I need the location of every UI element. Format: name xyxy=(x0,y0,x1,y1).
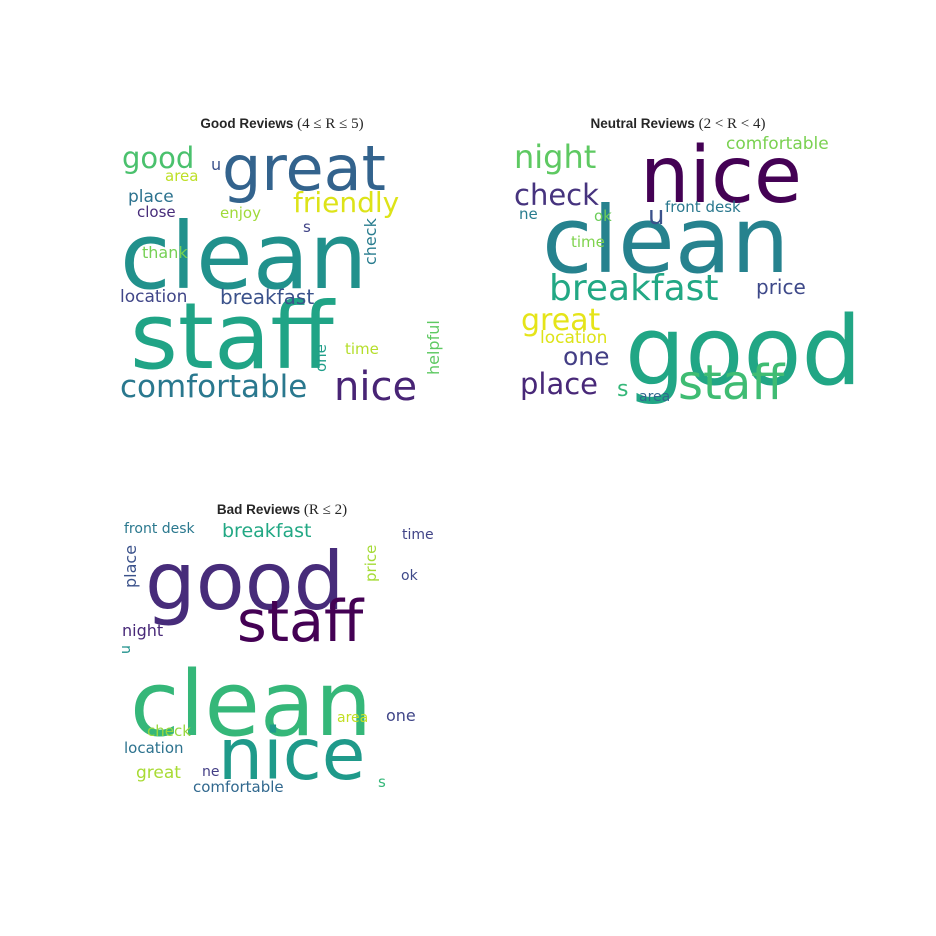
bad-word-ok: ok xyxy=(401,568,419,584)
bad-reviews-title: Bad Reviews (R ≤ 2) xyxy=(217,502,347,519)
good-word-staff: staff xyxy=(130,283,336,390)
good-word-check: check xyxy=(361,217,380,265)
good-word-comfortable: comfortable xyxy=(120,369,307,405)
bad-word-ne: ne xyxy=(202,764,220,780)
good-word-one: one xyxy=(312,344,330,372)
neutral-word-place: place xyxy=(520,367,598,401)
neutral-word-time: time xyxy=(571,233,605,251)
good-word-friendly: friendly xyxy=(293,186,399,219)
good-word-nice: nice xyxy=(334,364,417,410)
bad-word-good: good xyxy=(145,535,344,628)
bad-word-nice: nice xyxy=(218,713,365,796)
bad-word-breakfast: breakfast xyxy=(222,520,311,542)
neutral-word-great: great xyxy=(521,303,601,338)
good-word-u: u xyxy=(211,155,221,174)
good-word-enjoy: enjoy xyxy=(220,204,261,222)
bad-word-front-desk: front desk xyxy=(124,521,196,537)
bad-reviews-title-text: Bad Reviews xyxy=(216,502,301,517)
bad-word-one: one xyxy=(386,706,416,725)
bad-reviews-title-math: (R ≤ 2) xyxy=(303,502,348,518)
good-reviews-title: Good Reviews (4 ≤ R ≤ 5) xyxy=(200,116,363,133)
good-word-thank: thank xyxy=(142,243,188,262)
good-word-breakfast: breakfast xyxy=(220,285,314,309)
bad-word-place: place xyxy=(121,545,140,588)
bad-word-staff: staff xyxy=(237,589,365,655)
bad-word-u: u xyxy=(118,645,134,654)
bad-word-s: s xyxy=(378,773,386,791)
bad-word-night: night xyxy=(122,621,163,640)
neutral-word-s: s xyxy=(617,377,628,402)
neutral-word-ne: ne xyxy=(519,205,538,223)
good-word-close: close xyxy=(137,203,176,221)
bad-word-area: area xyxy=(337,710,368,726)
bad-word-time: time xyxy=(402,527,434,543)
neutral-word-night: night xyxy=(514,138,596,176)
good-word-area: area xyxy=(165,167,198,185)
neutral-word-u: u xyxy=(648,201,664,231)
neutral-word-comfortable: comfortable xyxy=(726,134,829,154)
good-word-good: good xyxy=(122,141,194,175)
good-word-location: location xyxy=(120,287,187,307)
neutral-reviews-title: Neutral Reviews (2 < R < 4) xyxy=(591,116,766,133)
neutral-reviews-title-math: (2 < R < 4) xyxy=(698,116,766,132)
bad-word-great: great xyxy=(136,763,181,783)
neutral-word-nice: nice xyxy=(640,131,802,221)
neutral-word-area: area xyxy=(639,389,670,405)
good-word-clean: clean xyxy=(120,203,367,310)
neutral-word-clean: clean xyxy=(542,187,789,294)
neutral-word-good: good xyxy=(625,297,862,407)
neutral-word-staff: staff xyxy=(678,355,785,411)
good-reviews-title-text: Good Reviews xyxy=(200,116,294,131)
neutral-word-price: price xyxy=(756,275,806,299)
bad-word-comfortable: comfortable xyxy=(193,778,284,796)
good-word-time: time xyxy=(345,340,379,358)
neutral-word-ok: ok xyxy=(594,207,612,225)
neutral-word-one: one xyxy=(563,342,610,371)
good-word-s: s xyxy=(303,218,311,236)
bad-word-location: location xyxy=(124,739,184,757)
neutral-word-check: check xyxy=(514,178,599,212)
neutral-word-location: location xyxy=(540,328,607,348)
good-word-place: place xyxy=(128,187,174,207)
neutral-word-front-desk: front desk xyxy=(665,198,741,216)
neutral-reviews-title-text: Neutral Reviews xyxy=(590,116,695,131)
bad-word-clean: clean xyxy=(130,652,372,757)
good-word-helpful: helpful xyxy=(424,320,443,375)
good-word-great: great xyxy=(222,132,386,205)
good-reviews-title-math: (4 ≤ R ≤ 5) xyxy=(297,116,364,132)
bad-word-price: price xyxy=(362,545,380,582)
bad-word-check: check xyxy=(147,722,191,740)
neutral-word-breakfast: breakfast xyxy=(549,268,719,309)
